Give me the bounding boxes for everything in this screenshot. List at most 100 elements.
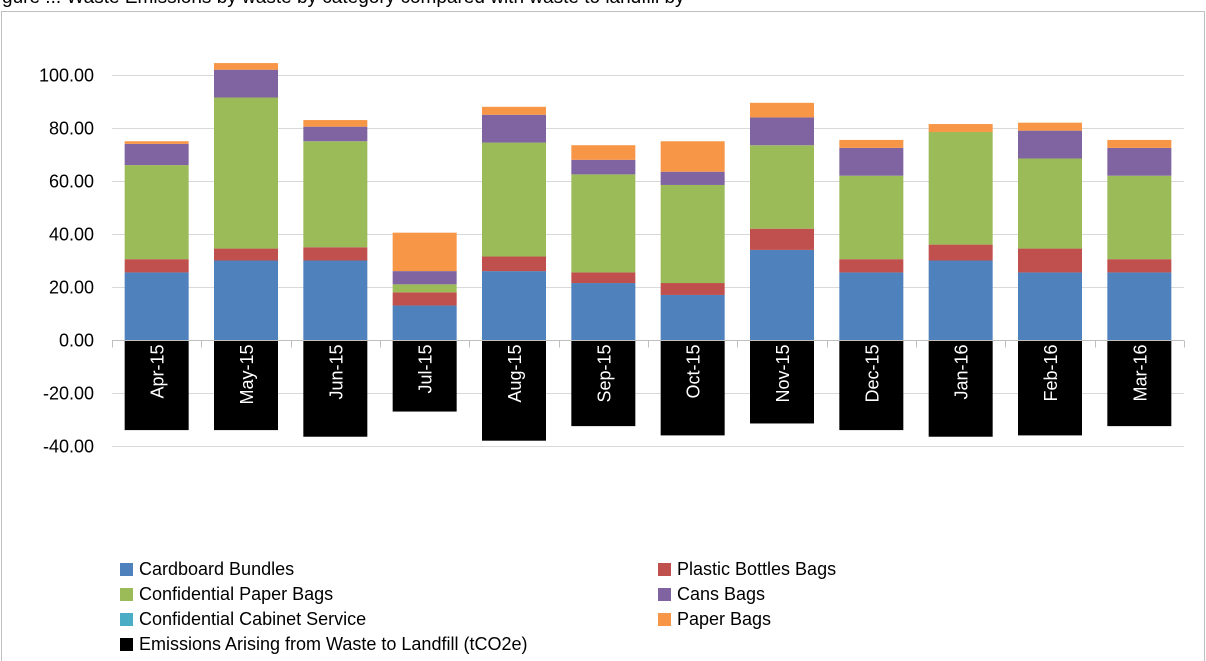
bar-plastic-bottles-bags (482, 256, 546, 272)
bar-cans-bags (482, 114, 546, 143)
legend: Cardboard Bundles Plastic Bottles Bags Con… (120, 559, 836, 654)
bar-cardboard-bundles (303, 260, 368, 340)
bar-plastic-bottles-bags (571, 272, 636, 284)
bar-plastic-bottles-bags (392, 292, 457, 306)
x-tick-label: Apr-15 (148, 345, 168, 399)
x-axis (112, 340, 1185, 348)
legend-swatch (120, 588, 133, 601)
y-tick-label: 80.00 (49, 119, 94, 139)
bar-confidential-paper-bags (124, 165, 189, 260)
bar-paper-bags (1107, 139, 1172, 148)
bar-cans-bags (303, 126, 368, 142)
bar-paper-bags (214, 63, 278, 70)
legend-swatch (120, 563, 133, 576)
bar-cans-bags (1018, 130, 1082, 159)
bar-emissions-arising-from-waste-to-landfill-tco2e (124, 340, 189, 431)
bar-confidential-paper-bags (1018, 158, 1082, 249)
x-tick-label: Feb-16 (1041, 345, 1061, 402)
bar-emissions-arising-from-waste-to-landfill-tco2e (1107, 340, 1172, 427)
bar-emissions-arising-from-waste-to-landfill-tco2e (928, 340, 993, 437)
bar-cardboard-bundles (1107, 272, 1172, 340)
bar-emissions-arising-from-waste-to-landfill-tco2e (1018, 340, 1082, 436)
x-axis-tick-labels: Apr-15 May-15 Jun-15 Jul-15 Aug-15 Sep-15 Oct-… (148, 345, 1151, 405)
bar-emissions-arising-from-waste-to-landfill-tco2e (392, 340, 457, 412)
bar-cans-bags (1107, 147, 1172, 176)
y-tick-label: 20.00 (49, 278, 94, 298)
bar-plastic-bottles-bags (303, 247, 368, 261)
legend-swatch (120, 638, 133, 651)
legend-label: Cans Bags (677, 584, 765, 604)
bar-paper-bags (660, 141, 725, 172)
legend-label: Emissions Arising from Waste to Landfill… (139, 634, 527, 654)
bar-confidential-paper-bags (482, 142, 546, 257)
bar-cans-bags (571, 159, 636, 175)
bar-plastic-bottles-bags (928, 244, 993, 261)
bar-cardboard-bundles (392, 305, 457, 340)
x-tick-label: Aug-15 (505, 345, 525, 403)
bar-plastic-bottles-bags (1018, 248, 1082, 273)
bar-cans-bags (392, 271, 457, 285)
bar-cardboard-bundles (839, 272, 904, 340)
legend-label: Confidential Cabinet Service (139, 609, 366, 629)
bar-emissions-arising-from-waste-to-landfill-tco2e (660, 340, 725, 436)
bar-paper-bags (750, 102, 814, 118)
bar-plastic-bottles-bags (124, 259, 189, 273)
x-tick-label: Oct-15 (684, 345, 704, 399)
bar-emissions-arising-from-waste-to-landfill-tco2e (571, 340, 636, 427)
legend-label: Confidential Paper Bags (139, 584, 333, 604)
bar-plastic-bottles-bags (214, 248, 278, 261)
y-tick-label: 60.00 (49, 172, 94, 192)
gridlines (112, 75, 1184, 447)
bar-confidential-paper-bags (303, 141, 368, 248)
y-tick-label: 40.00 (49, 225, 94, 245)
bar-confidential-paper-bags (1107, 175, 1172, 260)
x-tick-label: Mar-16 (1130, 345, 1150, 402)
bar-emissions-arising-from-waste-to-landfill-tco2e (303, 340, 368, 437)
x-tick-label: Jul-15 (416, 345, 436, 394)
bar-emissions-arising-from-waste-to-landfill-tco2e (839, 340, 904, 431)
bar-paper-bags (928, 124, 993, 132)
bar-emissions-arising-from-waste-to-landfill-tco2e (750, 340, 814, 424)
legend-label: Paper Bags (677, 609, 771, 629)
bar-confidential-paper-bags (660, 184, 725, 284)
bar-plastic-bottles-bags (660, 283, 725, 295)
bar-emissions-arising-from-waste-to-landfill-tco2e (214, 340, 278, 431)
bar-paper-bags (482, 106, 546, 115)
legend-label: Cardboard Bundles (139, 559, 294, 579)
bar-cardboard-bundles (571, 283, 636, 340)
y-tick-label: 0.00 (59, 331, 94, 351)
bar-cans-bags (750, 117, 814, 146)
bar-cardboard-bundles (1018, 272, 1082, 340)
x-tick-label: Jun-15 (326, 345, 346, 400)
x-tick-label: Dec-15 (862, 345, 882, 403)
bar-paper-bags (124, 141, 189, 144)
bar-cardboard-bundles (214, 260, 278, 340)
bars (124, 63, 1172, 441)
bar-plastic-bottles-bags (750, 228, 814, 250)
bar-cans-bags (660, 171, 725, 185)
bar-emissions-arising-from-waste-to-landfill-tco2e (482, 340, 546, 441)
bar-cans-bags (124, 143, 189, 166)
x-tick-label: Nov-15 (773, 345, 793, 403)
bar-plastic-bottles-bags (1107, 259, 1172, 273)
bar-cans-bags (839, 147, 904, 176)
legend-label: Plastic Bottles Bags (677, 559, 836, 579)
bar-paper-bags (839, 139, 904, 148)
legend-swatch (120, 613, 133, 626)
bar-paper-bags (571, 145, 636, 160)
bar-confidential-paper-bags (214, 97, 278, 249)
bar-confidential-paper-bags (392, 284, 457, 293)
bar-cardboard-bundles (928, 260, 993, 340)
bar-paper-bags (392, 232, 457, 272)
y-axis-tick-labels: 100.00 80.00 60.00 40.00 20.00 0.00 -20.00 -40.… (39, 66, 94, 457)
bar-confidential-paper-bags (571, 174, 636, 273)
bar-paper-bags (303, 120, 368, 127)
bar-confidential-paper-bags (750, 145, 814, 229)
bar-paper-bags (1018, 122, 1082, 131)
y-tick-label: -40.00 (43, 437, 94, 457)
x-tick-label: May-15 (237, 345, 257, 405)
legend-swatch (658, 563, 671, 576)
x-tick-label: Sep-15 (594, 345, 614, 403)
bar-confidential-paper-bags (839, 175, 904, 260)
